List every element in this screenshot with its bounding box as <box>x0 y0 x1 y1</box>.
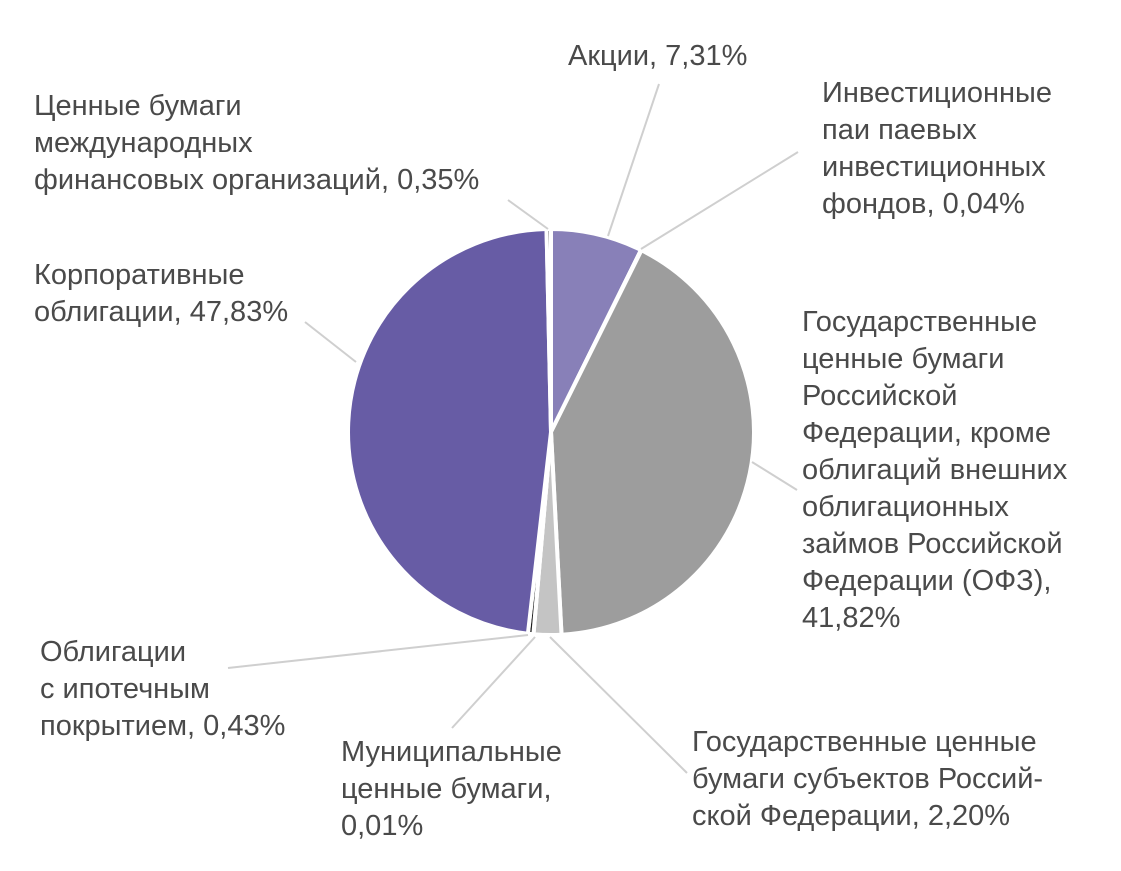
slice-label-line: облигационных <box>802 491 1009 523</box>
slice-label-line: Государственные ценные <box>692 726 1037 758</box>
slice-label-line: Российской <box>802 380 958 412</box>
slice-label-line: международных <box>34 127 253 159</box>
slice-label-shares: Акции, 7,31% <box>568 38 747 75</box>
pie-slices <box>346 227 757 637</box>
slice-label-line: Ценные бумаги <box>34 90 242 122</box>
slice-label-line: облигации, 47,83% <box>34 296 289 328</box>
slice-label-line: Государственные <box>802 306 1038 338</box>
leader-line-funds <box>640 151 799 250</box>
slice-label-line: 0,01% <box>341 810 424 842</box>
slice-label-line: 41,82% <box>802 602 901 634</box>
slice-label-line: с ипотечным <box>40 673 210 705</box>
slice-label-line: ценные бумаги, <box>341 773 552 805</box>
slice-label-line: паи паевых <box>822 114 977 146</box>
slice-label-line: ценные бумаги <box>802 343 1005 375</box>
slice-label-line: покрытием, 0,43% <box>40 710 286 742</box>
slice-label-line: бумаги субъектов Россий- <box>692 763 1044 795</box>
slice-label-line: Федерации, кроме <box>802 417 1051 449</box>
slice-label-line: Акции, 7,31% <box>568 40 748 72</box>
slice-label-ofz: Государственные ценные бумаги Российской Фе… <box>802 304 1067 637</box>
slice-label-line: фондов, 0,04% <box>822 188 1025 220</box>
leader-line-municipal <box>451 636 536 729</box>
slice-label-line: инвестиционных <box>822 151 1046 183</box>
slice-label-line: Инвестиционные <box>822 77 1052 109</box>
leader-line-intl <box>507 199 549 230</box>
slice-label-corporate: Корпоративные облигации, 47,83% <box>34 257 288 331</box>
slice-label-funds: Инвестиционные паи паевых инвестиционных фо… <box>822 75 1052 223</box>
slice-label-line: облигаций внешних <box>802 454 1068 486</box>
slice-label-mortgage: Облигации с ипотечным покрытием, 0,43% <box>40 634 285 745</box>
pie-slice-ofz <box>549 248 757 637</box>
slice-label-line: Федерации (ОФЗ), <box>802 565 1052 597</box>
slice-label-line: займов Российской <box>802 528 1063 560</box>
leader-line-ofz <box>751 461 798 491</box>
leader-line-regional <box>549 636 688 774</box>
leader-lines <box>227 83 799 774</box>
leader-line-corporate <box>304 321 357 363</box>
slice-label-line: ской Федерации, 2,20% <box>692 800 1011 832</box>
slice-label-municipal: Муниципальные ценные бумаги, 0,01% <box>341 734 562 845</box>
pie-slice-corporate <box>346 227 553 636</box>
leader-line-mortgage <box>227 634 529 669</box>
slice-label-line: финансовых организаций, 0,35% <box>34 164 480 196</box>
leader-line-shares <box>607 83 660 237</box>
slice-label-regional: Государственные ценные бумаги субъектов Р… <box>692 724 1043 835</box>
slice-label-line: Корпоративные <box>34 259 245 291</box>
slice-label-line: Облигации <box>40 636 187 668</box>
slice-label-line: Муниципальные <box>341 736 562 768</box>
slice-label-intl: Ценные бумаги международных финансовых орг… <box>34 88 479 199</box>
